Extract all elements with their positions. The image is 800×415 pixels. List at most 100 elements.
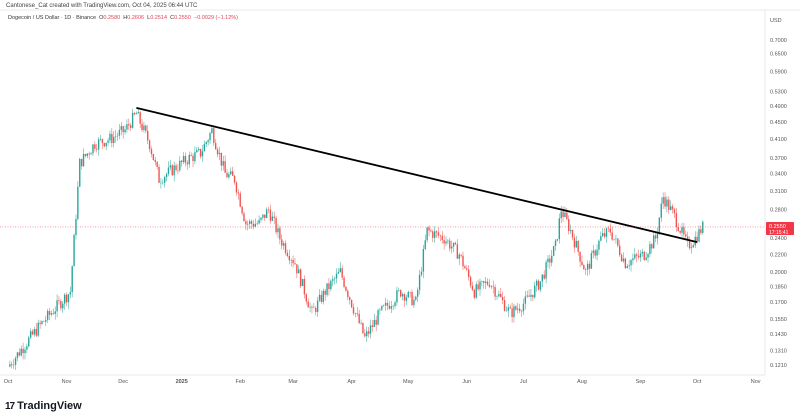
candle-body [84, 153, 87, 156]
candle-body [464, 266, 466, 269]
candle-body [165, 173, 168, 178]
candle-body [111, 133, 113, 143]
brand-name: TradingView [17, 400, 82, 412]
candle-body [339, 268, 341, 273]
candle-body [613, 238, 615, 240]
candle-body [441, 235, 443, 241]
candle-body [337, 272, 340, 274]
candle-body [109, 133, 111, 141]
candle-body [65, 294, 68, 303]
candle-body [262, 214, 264, 218]
candle-body [231, 171, 234, 176]
candle-body [415, 296, 417, 300]
candle-body [416, 290, 419, 297]
ohlc-legend: Dogecoin / US Dollar · 1D · Binance O0.2… [8, 15, 238, 21]
candle-body [588, 263, 591, 269]
candle-body [216, 149, 219, 155]
candle-body [224, 161, 226, 173]
candle-body [226, 172, 228, 178]
high-value: 0.2606 [127, 15, 145, 21]
open-value: 0.2580 [103, 15, 121, 21]
candle-body [358, 313, 360, 324]
candle-body [177, 169, 179, 171]
y-tick-label: 0.5300 [770, 89, 787, 95]
candle-body [299, 269, 302, 287]
candle-body [9, 364, 11, 367]
candle-body [281, 239, 283, 246]
candle-body [301, 278, 304, 287]
candle-body [184, 156, 187, 163]
candle-body [620, 255, 623, 262]
price-chart[interactable]: USD 0.7000 0.6500 0.5900 0.5300 0.4900 0.4500 0… [0, 0, 800, 395]
candle-body [31, 331, 34, 335]
candle-body [143, 125, 145, 131]
candle-body [430, 230, 432, 232]
candle-body [69, 292, 72, 295]
candle-body [90, 153, 92, 155]
candle-body [45, 320, 47, 322]
candle-body [381, 305, 383, 310]
candle-body [698, 229, 700, 242]
candle-body [413, 299, 415, 306]
candle-body [273, 216, 275, 218]
candle-body [611, 232, 613, 240]
candle-body [569, 230, 572, 232]
candle-body [664, 197, 666, 207]
candle-body [643, 251, 645, 260]
change-value: −0.0029 (−1.12%) [193, 15, 239, 21]
candles [9, 108, 704, 370]
y-tick-label: 0.1850 [770, 284, 787, 290]
candle-body [147, 130, 149, 141]
candle-body [265, 209, 268, 218]
candle-body [154, 160, 156, 162]
candle-body [52, 313, 55, 314]
candle-body [180, 160, 183, 163]
candle-body [388, 305, 391, 309]
candle-body [258, 219, 260, 224]
candle-body [450, 246, 453, 249]
candle-body [652, 235, 655, 249]
x-tick-label: May [403, 379, 414, 385]
trendline [136, 107, 698, 243]
candle-body [609, 228, 611, 233]
candle-body [571, 230, 574, 238]
candle-body [488, 284, 491, 287]
candle-body [564, 212, 566, 217]
y-tick-label: 0.1700 [770, 300, 787, 306]
candle-body [579, 251, 581, 262]
currency-label: USD [770, 18, 782, 24]
candle-body [422, 248, 425, 272]
candle-body [515, 306, 517, 310]
candle-body [603, 233, 606, 237]
candle-body [156, 161, 158, 167]
candle-body [28, 337, 30, 347]
candle-body [133, 112, 136, 115]
candle-body [503, 300, 506, 311]
y-tick-label: 0.3700 [770, 156, 787, 162]
candle-body [443, 240, 445, 244]
candle-body [145, 125, 147, 131]
candle-body [322, 290, 324, 302]
candle-body [303, 278, 306, 295]
candle-body [486, 281, 489, 285]
candle-body [573, 237, 576, 248]
candle-body [452, 242, 455, 247]
candle-body [483, 281, 485, 283]
candle-body [288, 255, 291, 261]
candle-body [207, 140, 209, 143]
tradingview-logo-icon: 17 [5, 400, 15, 412]
candle-body [333, 278, 336, 280]
candle-body [456, 244, 459, 259]
candle-body [511, 308, 513, 318]
candle-body [175, 165, 177, 170]
candle-body [67, 294, 70, 303]
candle-body [315, 308, 317, 312]
candle-body [294, 263, 296, 265]
y-tick-label: 0.1310 [770, 348, 787, 354]
candle-body [690, 247, 693, 249]
candle-body [330, 280, 332, 290]
candle-body [326, 283, 328, 295]
candle-body [332, 279, 334, 281]
candle-body [526, 295, 528, 297]
candle-body [139, 112, 141, 124]
